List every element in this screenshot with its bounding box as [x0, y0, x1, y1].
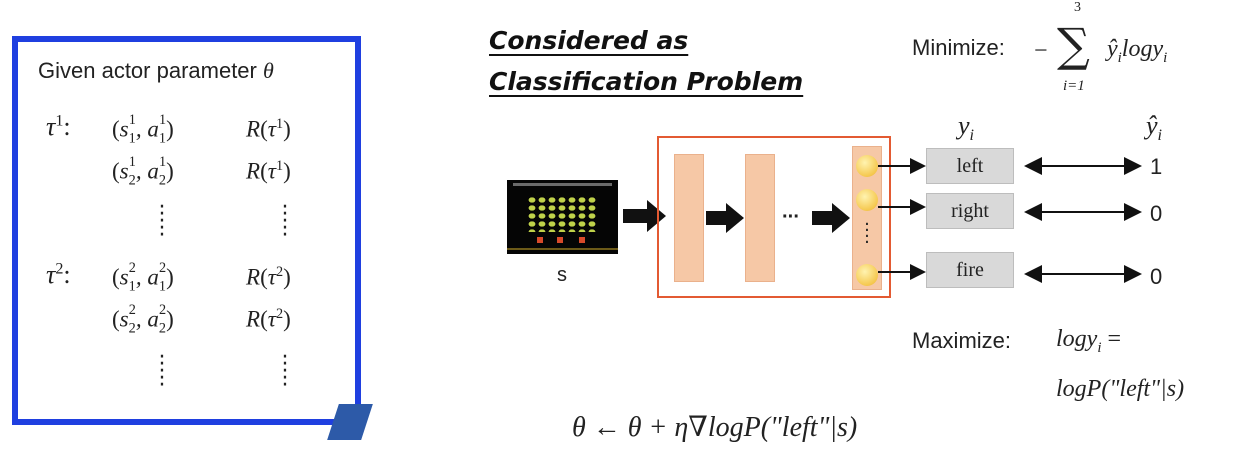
maximize-expression-line1: logyi = — [1056, 326, 1122, 356]
layer-ellipsis: ··· — [782, 206, 800, 228]
class-box-fire: fire — [926, 252, 1014, 288]
theta-symbol: θ — [263, 58, 274, 83]
slide-title-line1: Considered as — [489, 26, 689, 55]
target-value-left: 1 — [1150, 154, 1163, 179]
layer-arrow-icon — [812, 203, 850, 233]
target-value-fire: 0 — [1150, 264, 1163, 289]
output-neuron-right — [856, 189, 878, 211]
network-box — [657, 136, 891, 298]
target-value-right: 0 — [1150, 201, 1163, 226]
trajectory-box — [12, 36, 361, 425]
maximize-expression-line2: logP("left"|s) — [1056, 376, 1185, 402]
minimize-label: Minimize: — [912, 35, 1005, 60]
sum-lower-limit: i=1 — [1063, 78, 1085, 94]
gradient-update-rule: θ ← θ + η∇logP("left"|s) — [572, 412, 858, 443]
layer-arrow-icon — [706, 203, 744, 233]
output-neuron-left — [856, 155, 878, 177]
vertical-dots-3: · · · · · — [158, 345, 166, 398]
state-action-pair-2-1: (s12, a12) — [112, 260, 174, 295]
return-tau2-a: R(τ2) — [246, 264, 291, 290]
header-text: Given actor parameter — [38, 58, 257, 83]
vertical-dots-2: · · · · · — [281, 195, 289, 248]
actor-parameter-label: Given actor parameter θ — [38, 58, 274, 84]
class-box-right: right — [926, 193, 1014, 229]
input-state-label: s — [557, 264, 567, 286]
hidden-layer-2 — [745, 154, 775, 282]
y-column-header: yi — [958, 111, 975, 145]
tau1-label: τ1: — [46, 112, 71, 141]
vertical-dots-4: · · · · · — [281, 345, 289, 398]
slide-title-line2: Classification Problem — [489, 67, 804, 96]
state-action-pair-2-2: (s22, a22) — [112, 302, 174, 337]
input-arrow-icon — [623, 200, 666, 232]
yhat-column-header: ŷi — [1146, 111, 1163, 145]
state-action-pair-1-1: (s11, a11) — [112, 112, 174, 147]
output-arrows — [878, 158, 926, 280]
maximize-label: Maximize: — [912, 328, 1012, 353]
tau2-label: τ2: — [46, 260, 71, 289]
class-box-left: left — [926, 148, 1014, 184]
output-neuron-fire — [856, 264, 878, 286]
minimize-term: ŷilogyi — [1107, 36, 1168, 66]
return-tau2-b: R(τ2) — [246, 306, 291, 332]
hidden-layer-1 — [674, 154, 704, 282]
return-tau1-b: R(τ1) — [246, 158, 291, 184]
sum-symbol: ∑ — [1057, 18, 1090, 72]
vertical-dots-1: · · · · · — [158, 195, 166, 248]
minus-sign: − — [1034, 38, 1048, 64]
state-action-pair-1-2: (s21, a21) — [112, 154, 174, 189]
output-neuron-dots: · · · · — [864, 214, 870, 253]
target-double-arrows — [1024, 157, 1142, 283]
sum-upper-limit: 3 — [1074, 0, 1081, 15]
game-screen-image — [507, 180, 618, 254]
return-tau1-a: R(τ1) — [246, 116, 291, 142]
